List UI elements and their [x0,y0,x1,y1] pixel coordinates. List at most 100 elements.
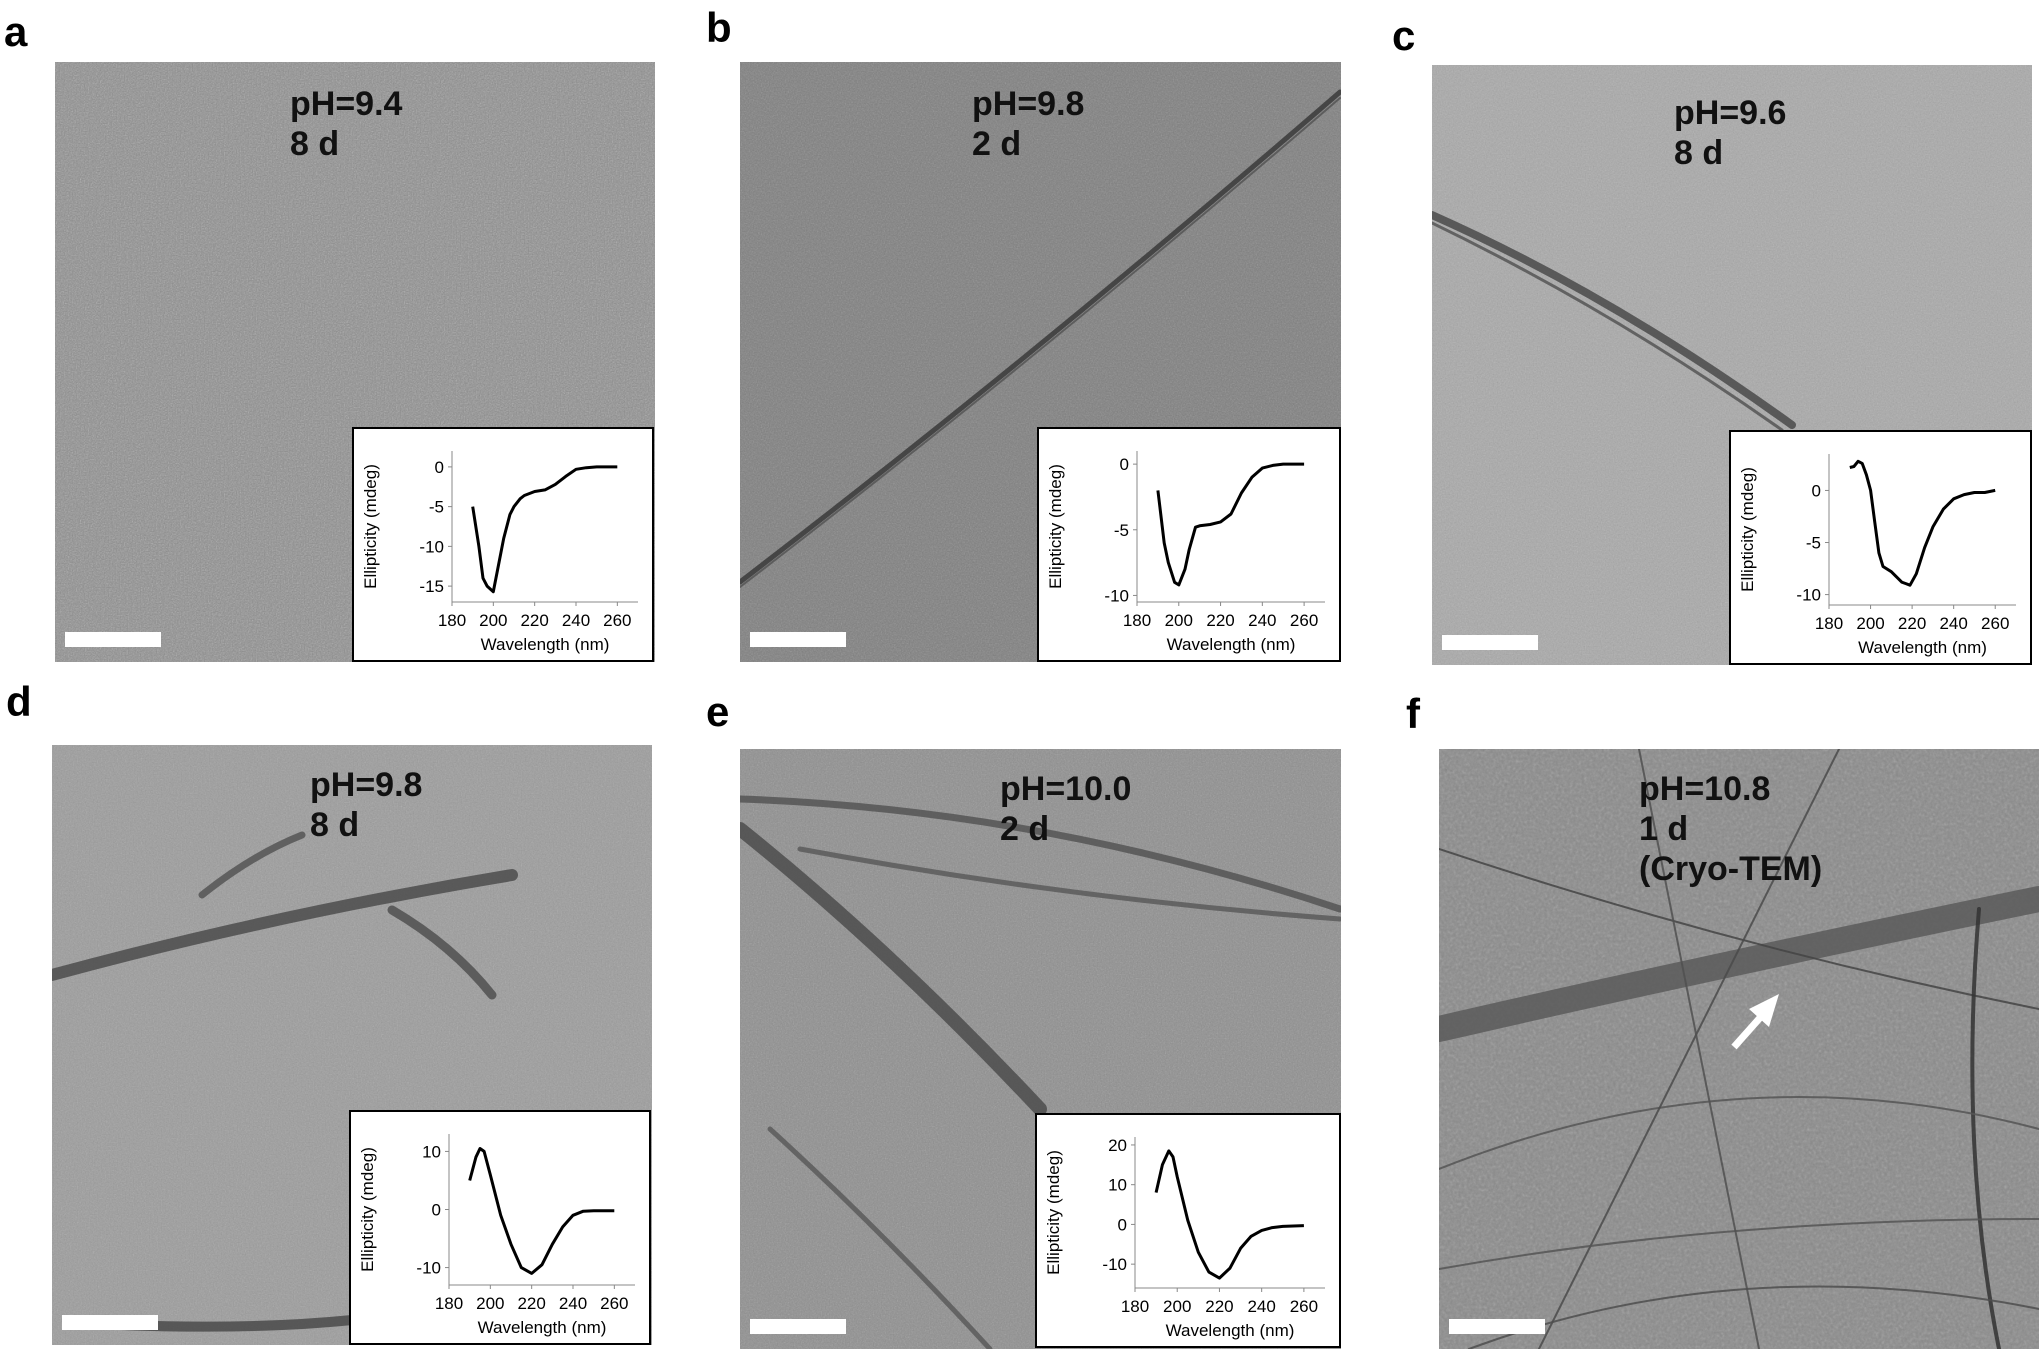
x-tick-label: 220 [1205,1297,1233,1316]
condition-line: 8 d [310,806,360,844]
fibril [387,905,497,1000]
y-tick-label: -10 [1104,586,1129,605]
cd-chart: 180 200 220 240 260 20 10 0 -10 Wavelength (nm) El… [1044,1136,1325,1340]
fibril [1439,848,2039,1010]
condition-label: pH=9.8 8 d [310,765,422,845]
x-tick-label: 200 [1163,1297,1191,1316]
scale-bar [750,1319,846,1334]
fibril [1538,749,1840,1349]
x-tick-label: 240 [559,1294,587,1313]
cd-spectrum-inset: 180 200 220 240 260 0 -5 -10 Wavelength (nm) Elli… [1729,430,2032,665]
x-tick-label: 260 [603,611,631,630]
condition-line: pH=10.0 [1000,770,1132,808]
fibril [1638,749,1760,1349]
condition-line: 8 d [1674,134,1724,172]
y-axis-label: Ellipticity (mdeg) [1044,1150,1063,1275]
x-axis-label: Wavelength (nm) [481,635,610,654]
condition-line: (Cryo-TEM) [1639,850,1823,888]
condition-line: 2 d [972,125,1022,163]
condition-line: pH=10.8 [1639,770,1771,808]
micrograph-texture [1439,749,2039,1349]
y-axis-label: Ellipticity (mdeg) [1046,464,1065,589]
x-tick-label: 240 [1248,611,1276,630]
condition-line: pH=9.8 [310,766,423,804]
fibril [740,97,1341,588]
y-tick-label: 0 [1118,1215,1127,1234]
x-tick-label: 260 [600,1294,628,1313]
panel-label-d: d [6,678,32,725]
y-tick-label: 0 [1812,481,1821,500]
y-tick-label: 0 [432,1201,441,1220]
fibril [52,869,518,981]
condition-line: pH=9.4 [290,85,403,123]
fibril [767,1126,993,1349]
y-tick-label: -10 [416,1259,441,1278]
tem-image-b: pH=9.8 2 d 180 200 220 240 260 0 -5 -10 Wavelength… [740,62,1341,662]
y-tick-label: 10 [422,1142,441,1161]
x-tick-label: 220 [517,1294,545,1313]
x-tick-label: 200 [1856,614,1884,633]
fibril [797,846,1341,922]
tem-image-e: pH=10.0 2 d 180 200 220 240 260 20 10 0 -10 Wavelen… [740,749,1341,1349]
tem-image-c: pH=9.6 8 d 180 200 220 240 260 0 -5 -10 Wavelength… [1432,65,2032,665]
arrow-icon [1749,994,1779,1027]
y-tick-label: -10 [1102,1255,1127,1274]
condition-line: pH=9.8 [972,85,1085,123]
y-tick-label: -5 [1806,534,1821,553]
x-tick-label: 260 [1981,614,2009,633]
scale-bar [62,1315,158,1330]
x-tick-label: 240 [1939,614,1967,633]
cd-spectrum-inset: 180 200 220 240 260 0 -5 -10 -15 Wavelength (nm) E… [352,427,654,662]
x-tick-label: 240 [1247,1297,1275,1316]
y-tick-label: 0 [1120,455,1129,474]
y-tick-label: -10 [1796,586,1821,605]
cd-chart: 180 200 220 240 260 0 -5 -10 -15 Wavelength (nm) E… [361,451,638,654]
scale-bar [1449,1319,1545,1334]
fibril [1432,221,1784,432]
fibril [1439,1218,2039,1270]
cd-curve [468,1147,615,1275]
fibril [1439,886,2039,1042]
x-tick-label: 260 [1290,1297,1318,1316]
fibril [740,822,1047,1116]
y-tick-label: -15 [419,577,444,596]
y-tick-label: -10 [419,537,444,556]
y-axis-label: Ellipticity (mdeg) [1738,467,1757,592]
cd-spectrum-inset: 180 200 220 240 260 0 -5 -10 Wavelength (nm) Elli… [1037,427,1341,662]
x-axis-label: Wavelength (nm) [478,1318,607,1337]
x-tick-label: 260 [1290,611,1318,630]
x-tick-label: 180 [435,1294,463,1313]
x-tick-label: 180 [1123,611,1151,630]
y-tick-label: 20 [1108,1136,1127,1155]
cd-chart: 180 200 220 240 260 10 0 -10 Wavelength (nm) Elli… [358,1134,635,1337]
fibril [740,89,1341,585]
condition-label: pH=9.6 8 d [1674,93,1786,173]
scale-bar [65,632,161,647]
cd-curve [1849,459,1996,587]
cd-spectrum-inset: 180 200 220 240 260 20 10 0 -10 Wavelength (nm) El… [1035,1113,1341,1348]
panel-label-a: a [4,8,28,55]
panel-label-f: f [1406,690,1420,737]
condition-line: 8 d [290,125,340,163]
fibril [740,795,1341,913]
x-tick-label: 180 [1815,614,1843,633]
y-tick-label: -5 [1114,521,1129,540]
x-tick-label: 200 [476,1294,504,1313]
cd-curve [1156,462,1305,587]
fibril [1439,1096,2039,1170]
condition-line: pH=9.6 [1674,94,1787,132]
x-tick-label: 200 [479,611,507,630]
scale-bar [1442,635,1538,650]
tem-image-a: pH=9.4 8 d 180 200 220 240 260 0 -5 -10 -15 Wavelen… [55,62,655,662]
y-tick-label: -5 [429,498,444,517]
x-tick-label: 220 [520,611,548,630]
x-tick-label: 200 [1165,611,1193,630]
condition-line: 2 d [1000,810,1050,848]
condition-label: pH=10.0 2 d [1000,769,1131,849]
condition-label: pH=9.4 8 d [290,84,402,164]
x-tick-label: 180 [1121,1297,1149,1316]
fibril [1970,907,2001,1349]
condition-label: pH=9.8 2 d [972,84,1084,164]
cd-curve [471,465,618,594]
x-tick-label: 240 [562,611,590,630]
